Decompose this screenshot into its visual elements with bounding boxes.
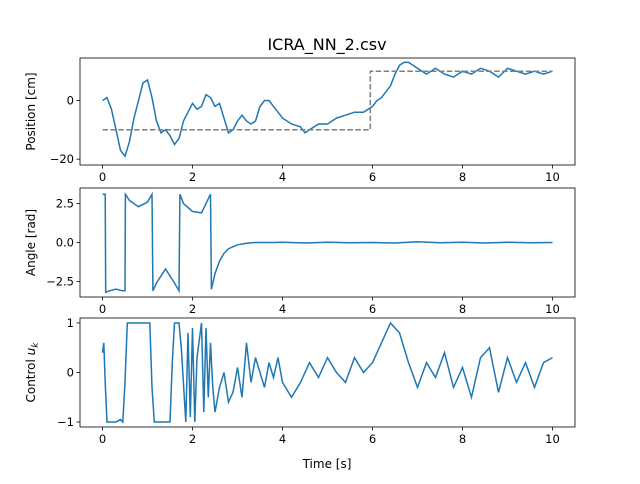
- data-line: [102, 191, 553, 294]
- x-tick-label: 0: [99, 170, 106, 184]
- x-axis-label: Time [s]: [302, 457, 352, 471]
- x-tick-label: 6: [369, 432, 376, 446]
- control-subplot: 0 2 4 6 8 10 −1 0 1 Control uk: [24, 316, 576, 446]
- x-tick-label: 8: [459, 170, 466, 184]
- y-axis-label: Angle [rad]: [24, 209, 38, 276]
- x-tick-label: 4: [279, 302, 286, 316]
- x-tick-label: 4: [279, 170, 286, 184]
- data-line: [102, 61, 553, 158]
- y-tick-label: −20: [50, 152, 74, 166]
- x-tick-label: 2: [189, 432, 196, 446]
- x-tick-label: 10: [545, 302, 560, 316]
- x-tick-label: 4: [279, 432, 286, 446]
- reference-line: [102, 70, 553, 131]
- x-tick-label: 2: [189, 170, 196, 184]
- x-tick-label: 10: [545, 432, 560, 446]
- y-axis-label: Position [cm]: [24, 72, 38, 150]
- x-tick-label: 8: [459, 432, 466, 446]
- y-tick-label: −2.5: [46, 274, 74, 288]
- y-tick-label: 2.5: [56, 197, 74, 211]
- x-tick-label: 6: [369, 302, 376, 316]
- x-tick-label: 0: [99, 432, 106, 446]
- y-tick-label: −1: [57, 415, 74, 429]
- data-line: [101, 321, 553, 424]
- figure-title: ICRA_NN_2.csv: [267, 35, 386, 55]
- x-tick-label: 6: [369, 170, 376, 184]
- x-tick-label: 8: [459, 302, 466, 316]
- y-tick-label: 1: [67, 316, 74, 330]
- axes-frame: [79, 57, 576, 166]
- x-tick-label: 2: [189, 302, 196, 316]
- y-axis-label: Control uk: [24, 342, 41, 403]
- x-tick-label: 0: [99, 302, 106, 316]
- y-tick-label: 0.0: [56, 236, 74, 250]
- y-tick-label: 0: [67, 94, 74, 108]
- x-tick-label: 10: [545, 170, 560, 184]
- position-subplot: 0 2 4 6 8 10 −20 0 Position [cm]: [24, 57, 576, 184]
- angle-subplot: 0 2 4 6 8 10 −2.5 0.0 2.5 Angle [rad]: [24, 187, 576, 316]
- y-tick-label: 0: [67, 366, 74, 380]
